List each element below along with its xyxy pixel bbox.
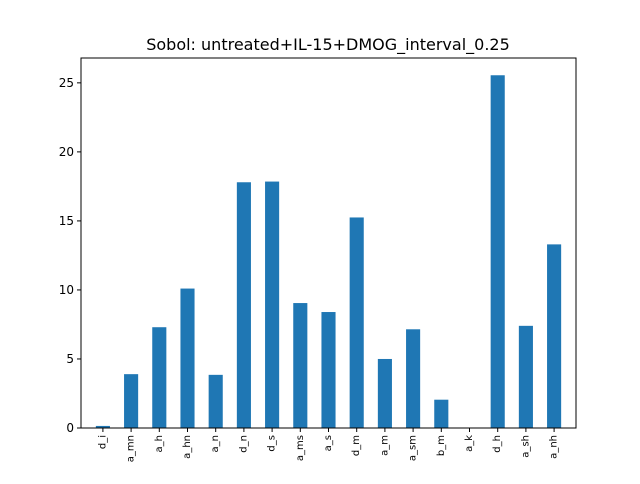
x-tick-label: a_h (154, 435, 165, 452)
x-tick-label: b_m (436, 435, 447, 456)
x-tick-label: a_hn (182, 435, 193, 459)
y-tick-label: 25 (59, 76, 74, 90)
bar-a-hn (180, 288, 195, 428)
x-tick-label: d_i (97, 435, 108, 449)
bars-layer (95, 75, 562, 429)
bar-a-h (152, 327, 167, 428)
x-tick-label: d_h (492, 435, 503, 453)
x-tick-label: a_k (464, 435, 475, 452)
x-tick-label: d_m (351, 435, 362, 456)
x-tick-label: d_n (238, 435, 249, 453)
x-tick-label: a_nh (549, 435, 560, 459)
y-tick-label: 15 (59, 214, 74, 228)
bar-a-ms (293, 303, 308, 428)
bar-d-n (236, 182, 251, 428)
bar-b-m (434, 399, 449, 428)
bar-d-m (349, 217, 364, 428)
x-tick-label: a_sm (408, 435, 419, 461)
chart-title: Sobol: untreated+IL-15+DMOG_interval_0.2… (146, 35, 510, 55)
plot-frame (80, 57, 577, 429)
x-tick-label: a_n (210, 435, 221, 452)
bar-d-s (265, 181, 280, 428)
x-axis: d_i a_mn a_h a_hn a_n d_n d_s a_ms a_s d_m a_m a_sm… (97, 428, 560, 462)
y-axis: 0 5 10 15 20 25 (59, 76, 81, 435)
bar-a-s (321, 312, 336, 428)
bar-a-sm (406, 329, 421, 428)
x-tick-label: a_s (323, 435, 334, 451)
bar-a-sh (518, 325, 533, 428)
y-tick-label: 0 (66, 421, 74, 435)
y-tick-label: 5 (66, 352, 74, 366)
bar-d-i (95, 425, 110, 428)
x-tick-label: a_ms (295, 435, 306, 461)
bar-a-mn (124, 374, 139, 428)
bar-a-nh (547, 244, 562, 428)
x-tick-label: a_mn (126, 435, 137, 462)
x-tick-label: a_sh (520, 435, 531, 458)
bar-d-h (490, 75, 505, 429)
x-tick-label: d_s (267, 435, 278, 452)
bar-a-m (377, 358, 392, 428)
y-tick-label: 20 (59, 145, 74, 159)
x-tick-label: a_m (379, 435, 390, 456)
y-tick-label: 10 (59, 283, 74, 297)
bar-a-n (208, 374, 223, 428)
